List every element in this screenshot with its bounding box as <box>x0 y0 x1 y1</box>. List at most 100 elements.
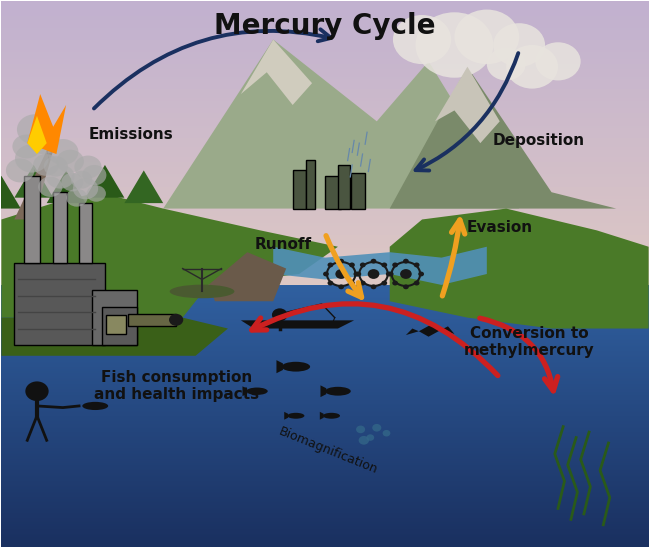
FancyBboxPatch shape <box>106 315 125 334</box>
FancyBboxPatch shape <box>24 176 40 263</box>
FancyBboxPatch shape <box>14 263 105 345</box>
Polygon shape <box>441 327 454 334</box>
Circle shape <box>536 42 580 81</box>
Circle shape <box>403 284 409 289</box>
Circle shape <box>370 259 376 264</box>
Circle shape <box>27 127 60 154</box>
Circle shape <box>73 178 98 199</box>
Polygon shape <box>27 94 66 154</box>
Circle shape <box>47 139 79 165</box>
FancyBboxPatch shape <box>338 165 350 209</box>
Circle shape <box>46 164 75 189</box>
FancyBboxPatch shape <box>101 307 137 345</box>
Circle shape <box>169 314 183 326</box>
Polygon shape <box>419 324 441 336</box>
Circle shape <box>323 272 329 276</box>
Ellipse shape <box>170 284 235 298</box>
Circle shape <box>370 284 376 289</box>
Circle shape <box>354 272 359 276</box>
Polygon shape <box>1 318 228 356</box>
Polygon shape <box>47 170 86 203</box>
Circle shape <box>360 281 366 286</box>
Ellipse shape <box>287 413 304 419</box>
Circle shape <box>487 48 526 81</box>
Circle shape <box>367 435 374 441</box>
Polygon shape <box>241 39 312 105</box>
Circle shape <box>356 272 361 276</box>
Circle shape <box>372 424 382 432</box>
Text: Deposition: Deposition <box>493 133 584 148</box>
Circle shape <box>403 259 409 264</box>
Circle shape <box>400 269 411 279</box>
Circle shape <box>506 45 558 89</box>
Polygon shape <box>284 412 288 420</box>
Ellipse shape <box>83 402 108 410</box>
Circle shape <box>272 309 287 322</box>
Polygon shape <box>320 385 326 397</box>
Circle shape <box>386 272 392 276</box>
Polygon shape <box>390 67 616 209</box>
FancyBboxPatch shape <box>325 176 341 209</box>
Ellipse shape <box>323 413 340 419</box>
Circle shape <box>388 272 394 276</box>
Circle shape <box>57 150 84 173</box>
Circle shape <box>61 173 83 191</box>
Circle shape <box>382 262 387 267</box>
Polygon shape <box>209 252 286 301</box>
Circle shape <box>328 281 333 286</box>
FancyBboxPatch shape <box>53 192 68 263</box>
Circle shape <box>383 430 391 436</box>
Circle shape <box>12 134 41 158</box>
Polygon shape <box>124 170 163 203</box>
Polygon shape <box>163 39 519 209</box>
Circle shape <box>493 23 545 67</box>
Circle shape <box>392 262 398 267</box>
Circle shape <box>393 15 451 64</box>
Polygon shape <box>276 360 283 373</box>
Circle shape <box>414 262 419 267</box>
Ellipse shape <box>246 387 268 395</box>
Circle shape <box>360 262 366 267</box>
Circle shape <box>392 281 398 286</box>
FancyBboxPatch shape <box>292 170 306 209</box>
Text: Runoff: Runoff <box>254 237 311 252</box>
Circle shape <box>74 156 101 179</box>
Circle shape <box>33 154 59 176</box>
Circle shape <box>359 436 369 444</box>
Circle shape <box>349 281 355 286</box>
Circle shape <box>66 189 88 207</box>
Polygon shape <box>320 412 324 420</box>
Ellipse shape <box>325 387 351 396</box>
Polygon shape <box>390 209 649 328</box>
Circle shape <box>335 269 347 279</box>
Text: Conversion to
methylmercury: Conversion to methylmercury <box>463 326 594 358</box>
Ellipse shape <box>281 362 310 372</box>
Polygon shape <box>435 67 500 143</box>
FancyBboxPatch shape <box>127 314 176 326</box>
Circle shape <box>38 176 62 197</box>
Circle shape <box>415 12 493 78</box>
Circle shape <box>15 144 49 173</box>
Circle shape <box>349 262 355 267</box>
Polygon shape <box>406 328 419 335</box>
Text: Emissions: Emissions <box>88 128 173 142</box>
Circle shape <box>454 9 519 64</box>
Text: Mercury Cycle: Mercury Cycle <box>214 12 436 40</box>
Text: Biomagnification: Biomagnification <box>277 425 380 477</box>
Circle shape <box>382 281 387 286</box>
Circle shape <box>338 284 344 289</box>
Polygon shape <box>273 247 487 285</box>
Circle shape <box>418 272 424 276</box>
Circle shape <box>44 156 68 176</box>
Circle shape <box>6 158 34 182</box>
Polygon shape <box>86 165 124 198</box>
Polygon shape <box>0 116 63 220</box>
FancyBboxPatch shape <box>79 203 92 263</box>
Text: Evasion: Evasion <box>467 220 533 235</box>
FancyBboxPatch shape <box>306 159 315 209</box>
Polygon shape <box>14 165 53 198</box>
Circle shape <box>356 426 365 433</box>
Circle shape <box>414 281 419 286</box>
Circle shape <box>82 165 107 185</box>
Circle shape <box>338 259 344 264</box>
